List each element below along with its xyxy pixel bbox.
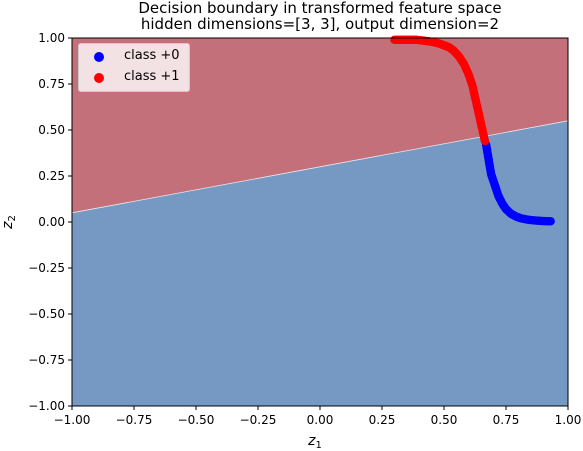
x-tick-label: −0.75 <box>116 413 153 427</box>
y-tick-label: −0.75 <box>28 353 65 367</box>
x-tick-label: −0.50 <box>178 413 215 427</box>
legend-label-class-1: class +1 <box>124 69 180 84</box>
x-tick-label: 0.25 <box>369 413 396 427</box>
legend-label-class-0: class +0 <box>124 48 180 63</box>
x-axis-label: z1 <box>307 433 322 451</box>
y-tick-label: 0.50 <box>38 123 65 137</box>
x-tick-label: −0.25 <box>240 413 277 427</box>
x-tick-label: −1.00 <box>54 413 91 427</box>
chart-subtitle: hidden dimensions=[3, 3], output dimensi… <box>141 15 499 33</box>
chart-title: Decision boundary in transformed feature… <box>138 0 501 17</box>
x-tick-label: 0.00 <box>307 413 334 427</box>
y-tick-label: 0.75 <box>38 77 65 91</box>
plot-area <box>71 35 569 407</box>
x-tick-label: 1.00 <box>555 413 582 427</box>
y-tick-label: −1.00 <box>28 399 65 413</box>
y-tick-label: −0.25 <box>28 261 65 275</box>
legend-marker-class-1 <box>94 73 104 83</box>
region-class-plus-0 <box>72 120 568 407</box>
scatter-point-series-1 <box>480 136 490 146</box>
region-class-plus-1 <box>72 38 568 213</box>
y-axis-label: z2 <box>0 215 18 230</box>
y-tick-label: −0.50 <box>28 307 65 321</box>
x-tick-label: 0.75 <box>493 413 520 427</box>
x-axis-ticks: −1.00 −0.75 −0.50 −0.25 0.00 0.25 0.50 0.75 1.00 <box>54 406 582 427</box>
legend-marker-class-0 <box>94 52 104 62</box>
legend: class +0 class +1 <box>78 43 190 92</box>
y-tick-label: 0.00 <box>38 215 65 229</box>
y-tick-label: 0.25 <box>38 169 65 183</box>
scatter-point-series-0 <box>546 217 555 226</box>
x-tick-label: 0.50 <box>431 413 458 427</box>
legend-item-class-0: class +0 <box>79 47 189 67</box>
legend-item-class-1: class +1 <box>79 68 189 88</box>
y-axis-ticks: 1.00 0.75 0.50 0.25 0.00 −0.25 −0.50 −0.75 −1.00 <box>28 31 72 413</box>
y-tick-label: 1.00 <box>38 31 65 45</box>
